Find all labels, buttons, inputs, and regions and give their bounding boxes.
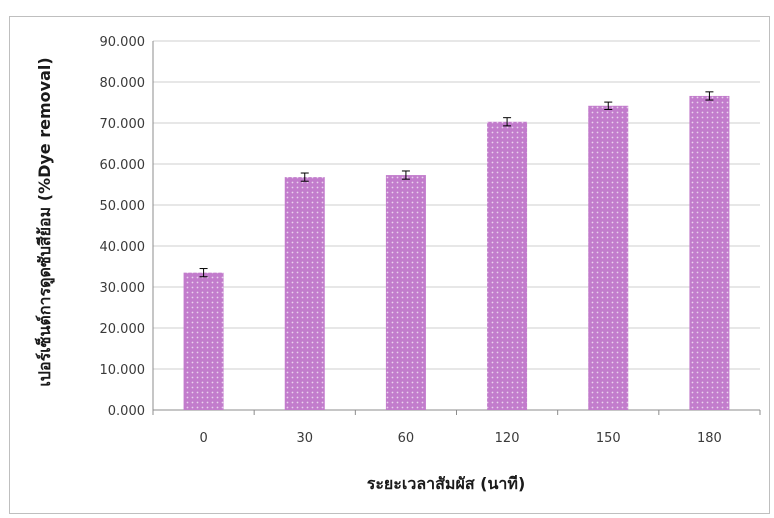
bar [588, 105, 629, 410]
y-tick-label: 20.000 [100, 322, 146, 337]
error-bars [199, 91, 714, 278]
gridlines [153, 40, 760, 370]
y-tick-label: 70.000 [100, 117, 146, 132]
x-tick-label: 60 [398, 431, 415, 446]
y-tick-labels: 0.000 10.000 20.000 30.000 40.000 50.000 60.00… [100, 35, 146, 419]
x-tick-label: 30 [296, 431, 313, 446]
x-tick-label: 120 [495, 431, 520, 446]
y-tick-label: 0.000 [108, 404, 145, 419]
bar [183, 272, 224, 410]
y-tick-label: 40.000 [100, 240, 146, 255]
y-tick-label: 60.000 [100, 158, 146, 173]
y-tick-label: 80.000 [100, 76, 146, 91]
bar [487, 121, 528, 411]
y-tick-label: 10.000 [100, 363, 146, 378]
x-axis-title: ระยะเวลาสัมผัส (นาที) [367, 474, 526, 493]
y-axis-title: เปอร์เซ็นต์การดูดซับสีย้อม (%Dye removal… [33, 57, 56, 386]
x-tick-label: 180 [697, 431, 722, 446]
bar [385, 175, 426, 410]
y-tick-label: 30.000 [100, 281, 146, 296]
x-tick-label: 150 [596, 431, 621, 446]
axes [152, 41, 761, 415]
bars [183, 95, 730, 411]
x-tick-label: 0 [199, 431, 207, 446]
bar [284, 177, 325, 410]
y-tick-label: 90.000 [100, 35, 146, 50]
x-tick-labels: 0 30 60 120 150 180 [199, 431, 721, 446]
y-tick-label: 50.000 [100, 199, 146, 214]
bar [689, 95, 730, 410]
